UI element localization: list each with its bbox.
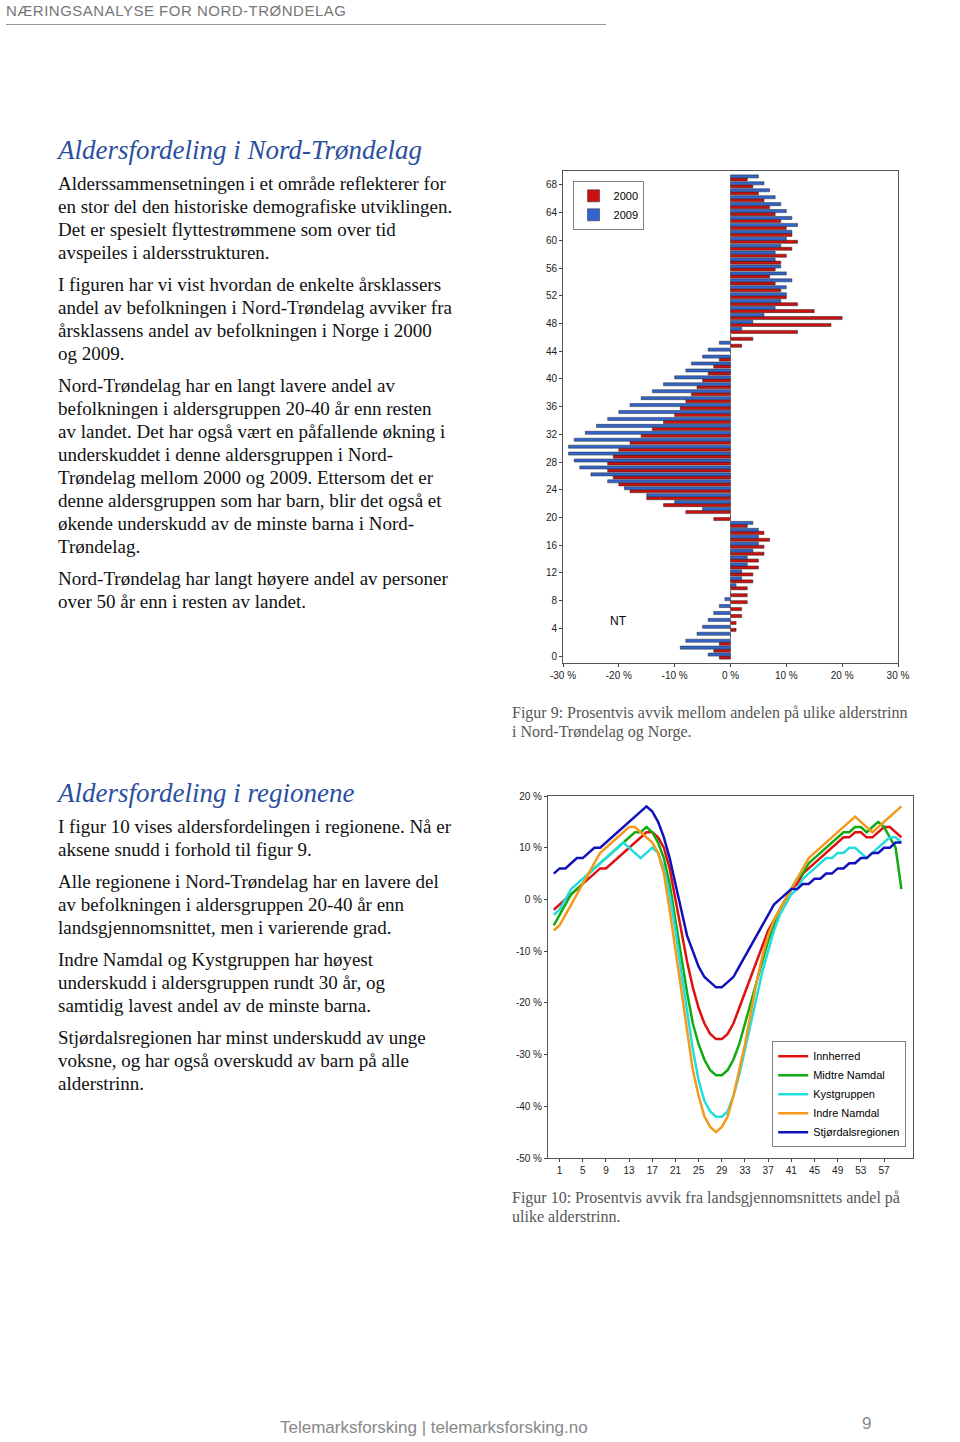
svg-text:17: 17	[647, 1165, 659, 1176]
svg-text:20 %: 20 %	[831, 670, 854, 681]
svg-text:4: 4	[551, 623, 557, 634]
svg-text:5: 5	[580, 1165, 586, 1176]
svg-text:1: 1	[557, 1165, 563, 1176]
svg-text:48: 48	[546, 318, 558, 329]
html-text:Aldersfordeling i Nord-Trøndel: Aldersfordeling i Nord-Trøndelag	[58, 135, 422, 165]
svg-text:-20 %: -20 %	[516, 997, 542, 1008]
html-text:Nord-Trøndelag har en langt la: Nord-Trøndelag har en langt lavere andel…	[58, 375, 446, 557]
svg-text:57: 57	[878, 1165, 890, 1176]
html-text:Telemarksforsking | telemarksf: Telemarksforsking | telemarksforsking.no	[280, 1418, 588, 1437]
svg-text:13: 13	[624, 1165, 636, 1176]
html-text:Nord-Trøndelag har langt høyer: Nord-Trøndelag har langt høyere andel av…	[58, 568, 448, 612]
svg-text:52: 52	[546, 290, 558, 301]
html-text:Figur 10: Prosentvis avvik fra: Figur 10: Prosentvis avvik fra landsgjen…	[512, 1189, 900, 1225]
svg-text:21: 21	[670, 1165, 682, 1176]
svg-text:20 %: 20 %	[519, 791, 542, 802]
svg-text:49: 49	[832, 1165, 844, 1176]
svg-text:9: 9	[603, 1165, 609, 1176]
svg-text:NT: NT	[610, 614, 627, 628]
svg-text:Indre Namdal: Indre Namdal	[813, 1107, 879, 1119]
svg-text:0 %: 0 %	[525, 894, 542, 905]
svg-text:20: 20	[546, 512, 558, 523]
html-text:I figuren har vi vist hvordan: I figuren har vi vist hvordan de enkelte…	[58, 274, 452, 364]
svg-text:45: 45	[809, 1165, 821, 1176]
svg-text:-30 %: -30 %	[550, 670, 576, 681]
svg-text:10 %: 10 %	[519, 842, 542, 853]
svg-text:25: 25	[693, 1165, 705, 1176]
svg-text:0 %: 0 %	[722, 670, 739, 681]
svg-text:53: 53	[855, 1165, 867, 1176]
svg-text:40: 40	[546, 373, 558, 384]
html-text:Alle regionene i Nord-Trøndela: Alle regionene i Nord-Trøndelag har en l…	[58, 871, 439, 938]
html-text:Alderssammensetningen i et omr: Alderssammensetningen i et område reflek…	[58, 173, 453, 263]
svg-text:10 %: 10 %	[775, 670, 798, 681]
svg-text:12: 12	[546, 567, 558, 578]
html-text:NÆRINGSANALYSE FOR NORD-TRØNDE: NÆRINGSANALYSE FOR NORD-TRØNDELAG	[6, 2, 347, 19]
svg-text:41: 41	[786, 1165, 798, 1176]
svg-text:29: 29	[716, 1165, 728, 1176]
svg-text:56: 56	[546, 263, 558, 274]
svg-text:30 %: 30 %	[887, 670, 910, 681]
svg-text:32: 32	[546, 429, 558, 440]
svg-text:-50 %: -50 %	[516, 1153, 542, 1164]
svg-text:24: 24	[546, 484, 558, 495]
html-text:9: 9	[862, 1414, 872, 1433]
svg-text:Midtre Namdal: Midtre Namdal	[813, 1069, 885, 1081]
svg-text:16: 16	[546, 540, 558, 551]
svg-text:8: 8	[551, 595, 557, 606]
svg-text:37: 37	[763, 1165, 775, 1176]
svg-text:60: 60	[546, 235, 558, 246]
svg-text:-10 %: -10 %	[662, 670, 688, 681]
svg-text:-20 %: -20 %	[606, 670, 632, 681]
html-text:Indre Namdal og Kystgruppen ha: Indre Namdal og Kystgruppen har høyest u…	[58, 949, 385, 1016]
svg-text:0: 0	[551, 651, 557, 662]
html-text:Stjørdalsregionen har minst un: Stjørdalsregionen har minst underskudd a…	[58, 1027, 426, 1094]
svg-text:64: 64	[546, 207, 558, 218]
svg-text:Stjørdalsregionen: Stjørdalsregionen	[813, 1126, 899, 1138]
svg-text:68: 68	[546, 179, 558, 190]
svg-text:-10 %: -10 %	[516, 946, 542, 957]
html-text:I figur 10 vises aldersfordeli: I figur 10 vises aldersfordelingen i reg…	[58, 816, 452, 860]
svg-text:28: 28	[546, 457, 558, 468]
html-text:Figur 9: Prosentvis avvik mell: Figur 9: Prosentvis avvik mellom andelen…	[512, 704, 908, 740]
svg-text:44: 44	[546, 346, 558, 357]
svg-text:2009: 2009	[614, 209, 638, 221]
svg-text:33: 33	[739, 1165, 751, 1176]
svg-text:-30 %: -30 %	[516, 1049, 542, 1060]
svg-text:Kystgruppen: Kystgruppen	[813, 1088, 875, 1100]
svg-text:Innherred: Innherred	[813, 1050, 860, 1062]
html-text:Aldersfordeling i regionene: Aldersfordeling i regionene	[58, 778, 355, 808]
svg-text:2000: 2000	[614, 190, 638, 202]
svg-text:36: 36	[546, 401, 558, 412]
svg-text:-40 %: -40 %	[516, 1101, 542, 1112]
